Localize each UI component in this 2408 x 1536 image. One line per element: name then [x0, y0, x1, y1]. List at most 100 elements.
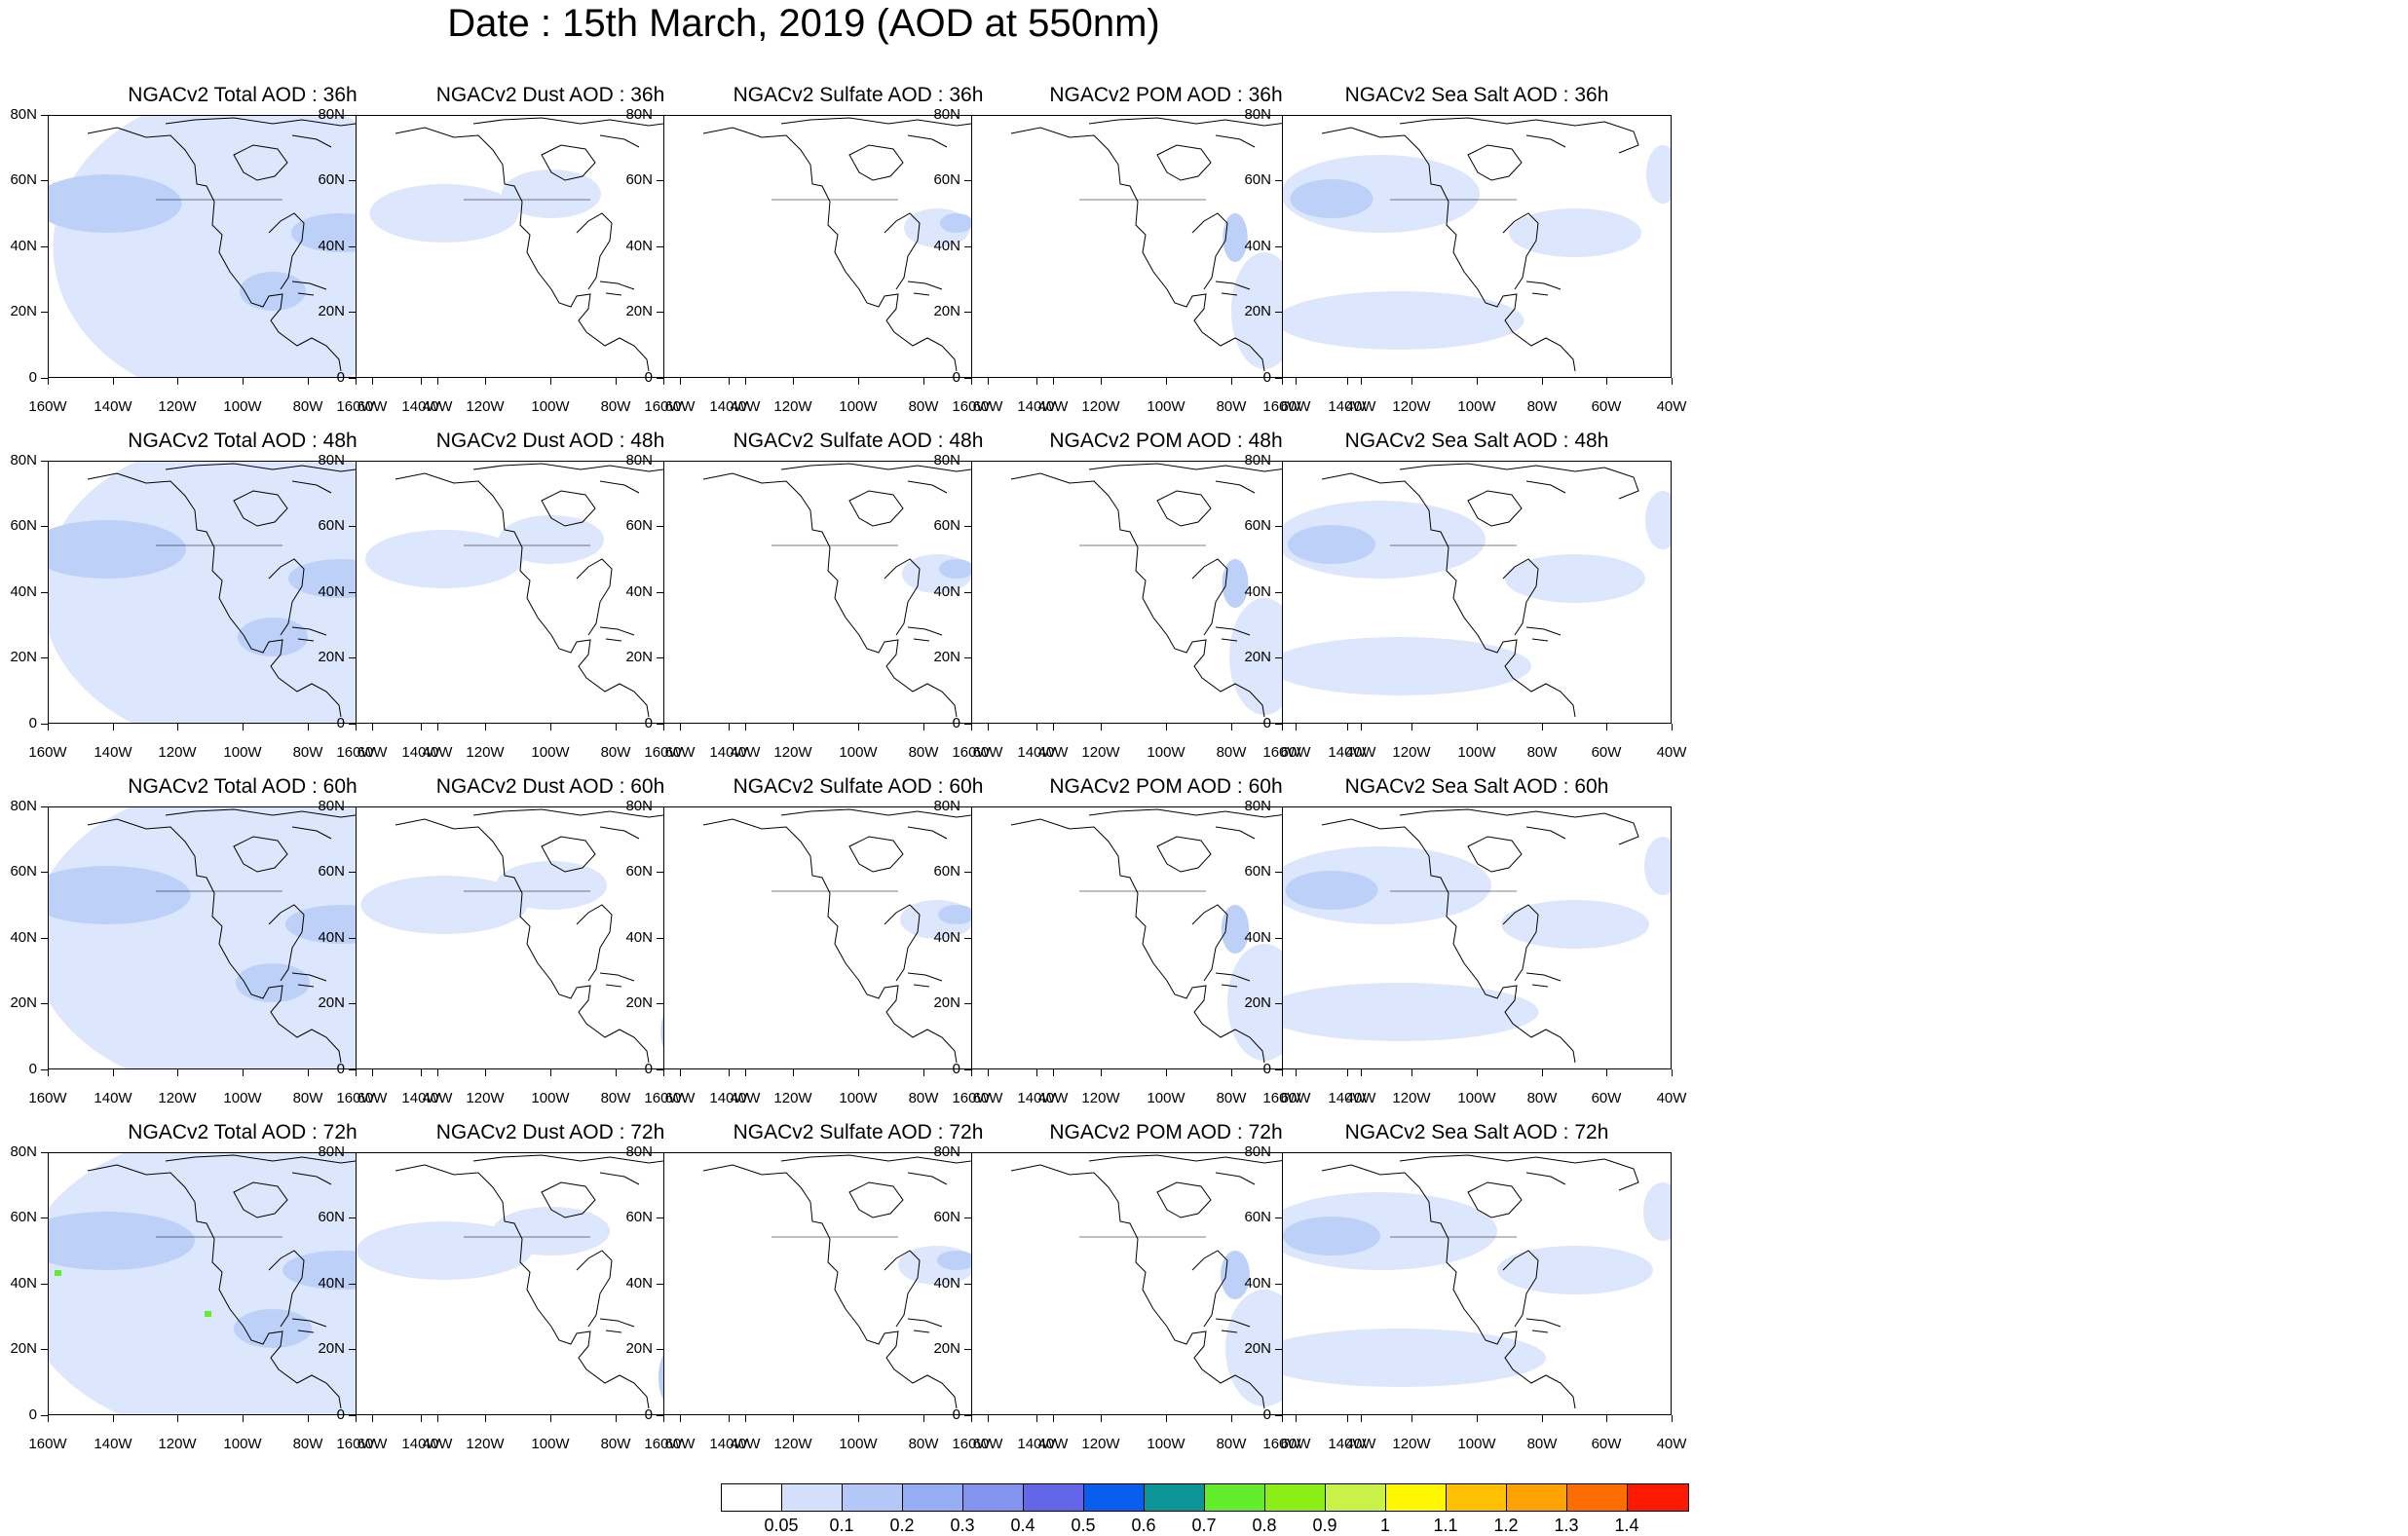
- x-tick-label: 60W: [664, 398, 696, 415]
- y-tick-label: 80N: [625, 1143, 653, 1160]
- y-tick-label: 20N: [10, 649, 37, 665]
- x-tick-label: 80W: [1526, 398, 1558, 415]
- coastline: [291, 972, 327, 988]
- colorbar-swatch: [1024, 1484, 1084, 1511]
- coastline: [576, 1250, 613, 1328]
- x-tick: [550, 378, 551, 385]
- aod-field-region: [1645, 491, 1671, 549]
- x-tick-label: 140W: [1017, 1436, 1056, 1452]
- x-tick: [243, 1415, 244, 1422]
- panel-title: NGACv2 POM AOD : 60h: [1049, 775, 1283, 798]
- x-tick-label: 100W: [223, 744, 262, 761]
- aod-hotspot: [205, 1311, 211, 1317]
- y-tick: [1275, 1349, 1282, 1350]
- coastline: [541, 1181, 596, 1218]
- coastline: [1010, 818, 1265, 1064]
- map-plot-area: [1282, 461, 1672, 724]
- x-tick-label: 40W: [422, 744, 453, 761]
- x-tick: [1053, 1069, 1054, 1076]
- y-tick-label: 0: [336, 715, 345, 731]
- panel-title: NGACv2 Dust AOD : 72h: [435, 1121, 665, 1143]
- y-tick-label: 60N: [933, 863, 960, 880]
- y-tick: [964, 938, 971, 939]
- x-tick-label: 80W: [1526, 744, 1558, 761]
- y-tick-label: 80N: [10, 106, 37, 123]
- aod-field-region: [369, 184, 519, 243]
- y-tick: [349, 657, 356, 658]
- y-tick-label: 80N: [318, 798, 345, 814]
- y-tick-label: 60N: [10, 863, 37, 880]
- y-tick-label: 0: [336, 369, 345, 386]
- colorbar-swatch: [1567, 1484, 1628, 1511]
- x-tick: [616, 1415, 617, 1422]
- aod-field-region: [1223, 213, 1248, 262]
- x-tick-label: 140W: [709, 398, 748, 415]
- coastline: [395, 1164, 650, 1409]
- y-tick: [657, 592, 663, 593]
- x-tick: [1166, 724, 1167, 731]
- y-tick-label: 60N: [318, 517, 345, 534]
- x-tick: [923, 724, 924, 731]
- x-tick: [356, 1415, 357, 1422]
- coastline: [1191, 1250, 1228, 1328]
- coastline: [1321, 127, 1576, 372]
- x-tick: [1347, 1415, 1348, 1422]
- x-tick: [1166, 378, 1167, 385]
- x-tick: [243, 1069, 244, 1076]
- x-tick-label: 140W: [1328, 1090, 1367, 1106]
- x-tick: [356, 1069, 357, 1076]
- x-tick: [1296, 378, 1297, 385]
- aod-field-region: [496, 861, 607, 910]
- y-tick-label: 40N: [933, 1275, 960, 1292]
- x-tick: [616, 378, 617, 385]
- x-tick: [421, 1415, 422, 1422]
- coastline: [1010, 1164, 1265, 1409]
- y-tick-label: 60N: [318, 863, 345, 880]
- aod-field-region: [1283, 983, 1539, 1041]
- x-tick-label: 120W: [1392, 1090, 1431, 1106]
- colorbar-swatch: [843, 1484, 903, 1511]
- x-tick-label: 140W: [1017, 1090, 1056, 1106]
- y-tick-label: 60N: [10, 1209, 37, 1225]
- colorbar-swatch: [903, 1484, 963, 1511]
- aod-field-region: [1505, 554, 1645, 603]
- y-tick: [349, 526, 356, 527]
- y-tick: [964, 1349, 971, 1350]
- aod-field-region: [365, 530, 523, 588]
- y-tick-label: 0: [1262, 1406, 1271, 1423]
- y-tick-label: 0: [336, 1406, 345, 1423]
- coastline: [1525, 972, 1561, 988]
- y-tick: [1275, 1284, 1282, 1285]
- aod-hotspot: [55, 1270, 61, 1276]
- y-tick: [1275, 657, 1282, 658]
- aod-field-region: [939, 559, 974, 579]
- x-tick: [923, 1415, 924, 1422]
- y-tick: [657, 872, 663, 873]
- x-tick: [745, 1069, 746, 1076]
- x-tick: [1053, 378, 1054, 385]
- x-tick-label: 120W: [1081, 1436, 1120, 1452]
- x-tick: [1411, 378, 1412, 385]
- x-tick-label: 120W: [1392, 1436, 1431, 1452]
- coastline: [1156, 1181, 1212, 1218]
- x-tick-label: 140W: [1328, 1436, 1367, 1452]
- x-tick-label: 80W: [1526, 1090, 1558, 1106]
- x-tick-label: 80W: [600, 744, 631, 761]
- panel-title: NGACv2 Dust AOD : 48h: [435, 430, 665, 452]
- x-tick: [1361, 724, 1362, 731]
- x-tick: [437, 1415, 438, 1422]
- y-tick-label: 0: [28, 1406, 37, 1423]
- aod-field-region: [49, 866, 191, 924]
- x-tick-label: 120W: [773, 1436, 812, 1452]
- y-tick: [349, 246, 356, 247]
- x-tick: [1411, 1069, 1412, 1076]
- coastline: [702, 818, 958, 1064]
- x-tick: [663, 378, 664, 385]
- y-tick: [657, 938, 663, 939]
- y-tick-label: 0: [952, 1061, 960, 1077]
- aod-field-region: [240, 272, 306, 311]
- x-tick: [48, 378, 49, 385]
- x-tick: [485, 724, 486, 731]
- x-tick-label: 40W: [1656, 744, 1687, 761]
- y-tick-label: 60N: [933, 171, 960, 188]
